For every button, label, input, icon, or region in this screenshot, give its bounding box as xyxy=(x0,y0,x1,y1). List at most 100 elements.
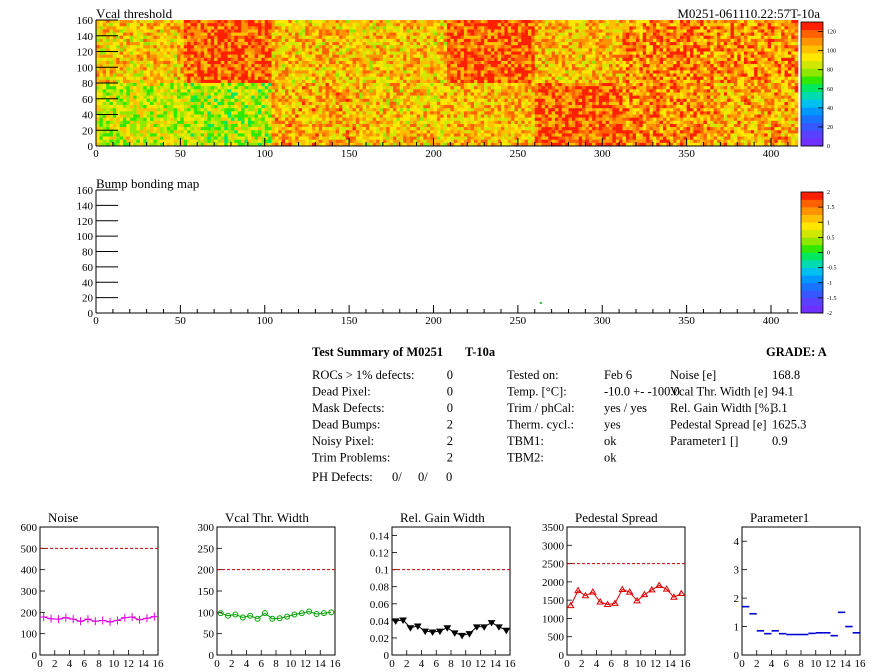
x-tick-label: 16 xyxy=(153,658,165,670)
x-tick-label: 4 xyxy=(67,658,73,670)
data-point xyxy=(450,630,459,637)
x-tick-label: 4 xyxy=(594,658,600,670)
bump-bonding-title: Bump bonding map xyxy=(96,176,199,191)
summary-row-label: Trim Problems: xyxy=(312,451,390,465)
data-point xyxy=(106,617,114,626)
data-point xyxy=(465,631,474,638)
x-tick-label: 2 xyxy=(52,658,58,670)
summary-row-value: 0 xyxy=(447,368,453,382)
x-tick-label: 0 xyxy=(93,315,99,327)
summary-temp-tag: T-10a xyxy=(465,345,496,359)
plot-pedestal-spread: Pedestal Spread 0 500 1000 1500 2000 2500 3000 3… xyxy=(542,510,691,670)
color-scale-label: 120 xyxy=(827,30,836,36)
data-point xyxy=(91,617,99,626)
y-tick-label: 0 xyxy=(384,650,390,662)
x-tick-label: 16 xyxy=(855,658,867,670)
x-tick-label: 350 xyxy=(678,148,695,160)
x-tick-label: 8 xyxy=(448,658,454,670)
data-point xyxy=(54,615,63,624)
condition-value: ok xyxy=(604,451,617,465)
x-tick-label: 12 xyxy=(300,658,311,670)
x-tick-label: 6 xyxy=(82,658,88,670)
color-scale-label: 2 xyxy=(827,190,830,196)
data-point xyxy=(428,629,437,636)
data-point xyxy=(76,617,85,626)
y-tick-label: 1 xyxy=(734,622,740,634)
measurement-label: Noise [e] xyxy=(670,368,716,382)
y-tick-label: 3000 xyxy=(542,540,565,552)
data-point xyxy=(121,613,129,622)
vcal-threshold-color-scale: 0 20 40 60 80 100 120 xyxy=(800,21,836,150)
color-scale-label: 1.5 xyxy=(827,205,835,211)
vcal-threshold-title: Vcal threshold xyxy=(96,6,173,21)
data-point xyxy=(633,596,641,604)
ph-defects-value-2: 0 xyxy=(446,470,452,484)
data-point xyxy=(47,614,55,623)
data-point xyxy=(217,610,224,617)
bump-bonding-axes: 0 20 40 60 80 100 120 140 160 0 50 100 150 200 250 300 3… xyxy=(77,185,798,327)
y-tick-label: 80 xyxy=(82,247,94,259)
data-point xyxy=(99,616,107,625)
condition-label: Temp. [°C]: xyxy=(507,385,567,399)
summary-row-value: 2 xyxy=(447,418,453,432)
x-tick-label: 12 xyxy=(475,658,486,670)
y-tick-label: 60 xyxy=(82,262,94,274)
data-point xyxy=(328,609,335,616)
measurement-label: Vcal Thr. Width [e] xyxy=(670,385,768,399)
condition-label: Trim / phCal: xyxy=(507,401,575,415)
x-tick-label: 10 xyxy=(460,658,472,670)
x-tick-label: 14 xyxy=(840,658,852,670)
x-tick-label: 0 xyxy=(37,658,43,670)
summary-row-value: 0 xyxy=(447,385,453,399)
measurement-value: 1625.3 xyxy=(772,418,806,432)
y-tick-label: 300 xyxy=(21,586,38,598)
x-tick-label: 10 xyxy=(635,658,647,670)
color-scale-label: 0 xyxy=(827,144,830,150)
y-tick-label: 0 xyxy=(734,650,740,662)
y-tick-label: 120 xyxy=(77,47,94,59)
y-tick-label: 80 xyxy=(82,78,94,90)
x-tick-label: 6 xyxy=(434,658,440,670)
data-point xyxy=(113,616,122,625)
color-scale-label: 60 xyxy=(827,87,833,93)
y-tick-label: 200 xyxy=(21,607,38,619)
x-tick-label: 10 xyxy=(285,658,297,670)
plot-title: Noise xyxy=(48,510,79,525)
x-tick-label: 100 xyxy=(257,148,274,160)
y-tick-label: 0.1 xyxy=(375,565,389,577)
ph-defects-label: PH Defects: xyxy=(312,470,373,484)
vcal-threshold-axes: 0 20 40 60 80 100 120 140 160 0 50 100 150 200 250 300 3… xyxy=(77,15,798,160)
measurement-label: Parameter1 [] xyxy=(670,434,738,448)
y-tick-label: 20 xyxy=(82,125,94,137)
x-tick-label: 200 xyxy=(425,148,442,160)
color-scale-label: -2 xyxy=(827,311,832,317)
data-point xyxy=(320,610,327,617)
y-tick-label: 4 xyxy=(734,536,740,548)
series-line xyxy=(220,610,332,620)
condition-label: TBM1: xyxy=(507,434,544,448)
summary-row-label: Dead Pixel: xyxy=(312,385,371,399)
grade-label: GRADE: A xyxy=(766,345,827,359)
color-scale-label: 0.5 xyxy=(827,235,835,241)
data-point xyxy=(611,599,619,606)
y-tick-label: 0 xyxy=(88,308,94,320)
x-tick-label: 0 xyxy=(564,658,570,670)
data-point xyxy=(313,611,320,618)
data-point xyxy=(640,590,649,598)
x-tick-label: 8 xyxy=(273,658,279,670)
y-tick-label: 160 xyxy=(77,15,94,27)
y-tick-label: 20 xyxy=(82,293,94,305)
x-tick-label: 8 xyxy=(623,658,629,670)
condition-value: Feb 6 xyxy=(604,368,632,382)
color-scale-label: 1 xyxy=(827,220,830,226)
x-tick-label: 2 xyxy=(754,658,760,670)
x-tick-label: 250 xyxy=(510,148,527,160)
x-tick-label: 0 xyxy=(93,148,99,160)
y-tick-label: 1000 xyxy=(542,613,565,625)
x-tick-label: 12 xyxy=(825,658,836,670)
data-point xyxy=(647,585,656,593)
y-tick-label: 200 xyxy=(198,565,215,577)
measurement-value: 0.9 xyxy=(772,434,788,448)
measurement-value: 168.8 xyxy=(772,368,800,382)
